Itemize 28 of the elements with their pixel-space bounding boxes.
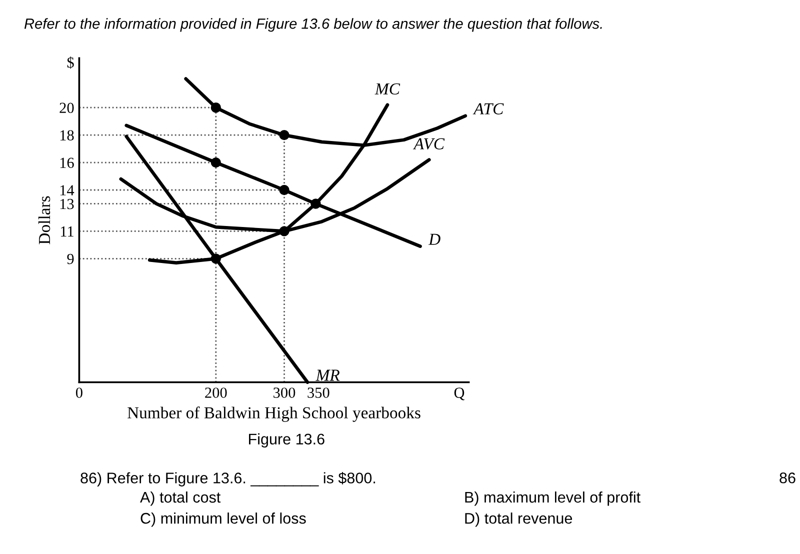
x-tick-label: 0: [76, 388, 82, 398]
y-tick-label: $: [67, 56, 74, 69]
y-tick-label: 13: [60, 198, 74, 210]
text: B) maximum level of profit: [465, 491, 640, 506]
series-label: ATC: [472, 103, 504, 114]
x-axis-title: Number of Baldwin High School yearbooks: [128, 406, 420, 422]
x-tick-label: 350: [308, 388, 330, 398]
series-label: D: [428, 234, 440, 245]
x-tick-label: 200: [205, 388, 227, 398]
chart-title: Refer to the information provided in Figure 13.6 below to answer the question that follows.: [24, 18, 602, 32]
text: 86) Refer to Figure 13.6. ________ is $800.: [80, 472, 376, 486]
x-tick-label: Q: [454, 388, 464, 400]
y-tick-label: 18: [60, 130, 74, 141]
caption: Figure 13.6: [249, 433, 324, 448]
y-axis-title: Dollars: [38, 196, 50, 244]
text: 86: [780, 472, 796, 484]
series-label: AVC: [412, 138, 445, 150]
text: D) total revenue: [465, 512, 572, 527]
series-label: MR: [316, 370, 340, 381]
x-tick-label: 300: [274, 388, 296, 398]
text: C) minimum level of loss: [140, 512, 306, 527]
y-tick-label: 16: [60, 158, 74, 168]
y-tick-label: 14: [60, 185, 74, 196]
y-tick-label: 20: [60, 102, 74, 114]
y-tick-label: 9: [67, 254, 74, 264]
text: A) total cost: [140, 491, 221, 506]
series-label: MC: [374, 83, 400, 95]
y-tick-label: 11: [60, 226, 74, 236]
